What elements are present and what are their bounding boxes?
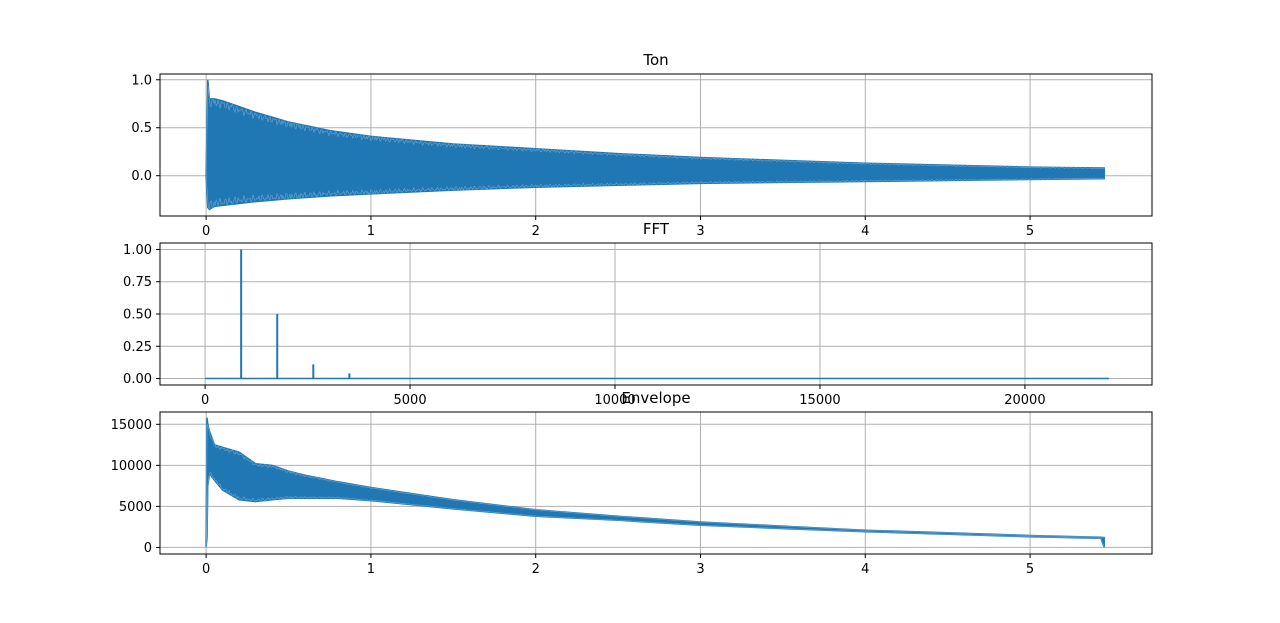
panel-2-xtick-label-4: 20000: [1004, 393, 1045, 408]
panel-3-ytick-label-2: 10000: [111, 459, 152, 474]
panel-2-title: FFT: [643, 220, 670, 238]
panel-3-xtick-label-4: 4: [861, 562, 869, 577]
panel-2-ytick-label-0: 0.00: [123, 372, 152, 387]
panel-3: 0 1 2 3 4 5 0 5000 10000 15000 Envelope: [111, 389, 1153, 577]
panel-1-xtick-label-3: 3: [696, 224, 704, 239]
panel-1-texture-lower: [205, 175, 1105, 209]
panel-2-xtick-label-1: 5000: [394, 393, 427, 408]
panel-2-ytick-label-4: 1.00: [123, 243, 152, 258]
panel-3-frame: [159, 411, 1153, 555]
panel-2-ytick-label-1: 0.25: [123, 340, 152, 355]
panel-1-xtick-label-5: 5: [1026, 224, 1034, 239]
panel-3-ytick-label-0: 0: [144, 541, 152, 556]
panel-1: 0 1 2 3 4 5 0.0 0.5 1.0 Ton: [131, 51, 1153, 239]
panel-1-ytick-label-2: 1.0: [131, 73, 152, 88]
panel-3-ytick-label-1: 5000: [119, 500, 152, 515]
panel-1-xtick-label-0: 0: [202, 224, 210, 239]
panel-1-xtick-label-4: 4: [861, 224, 869, 239]
panel-2-xtick-label-0: 0: [201, 393, 209, 408]
panel-3-series-envelope: [205, 417, 1105, 548]
panel-2-ytick-label-2: 0.50: [123, 308, 152, 323]
panel-2: 0 5000 10000 15000 20000 0.00 0.25 0.50 0.75 1.00…: [123, 220, 1153, 408]
panel-3-xtick-label-1: 1: [367, 562, 375, 577]
panel-2-xtick-label-3: 15000: [799, 393, 840, 408]
panel-1-xtick-label-2: 2: [532, 224, 540, 239]
panel-2-ytick-label-3: 0.75: [123, 275, 152, 290]
panel-1-ytick-label-1: 0.5: [131, 121, 152, 136]
panel-3-xtick-label-5: 5: [1026, 562, 1034, 577]
panel-1-xtick-label-1: 1: [367, 224, 375, 239]
panel-3-xtick-label-3: 3: [696, 562, 704, 577]
panel-1-title: Ton: [642, 51, 668, 69]
panel-1-ytick-label-0: 0.0: [131, 169, 152, 184]
panel-3-xtick-label-0: 0: [202, 562, 210, 577]
panel-1-frame: [159, 73, 1153, 217]
panel-1-series-envelope: [205, 79, 1105, 211]
panel-2-xtick-label-2: 10000: [594, 393, 635, 408]
panel-3-xtick-label-2: 2: [532, 562, 540, 577]
panel-1-texture-upper: [205, 85, 1105, 176]
panel-3-texture-upper: [205, 423, 1105, 540]
panel-3-ytick-label-3: 15000: [111, 418, 152, 433]
panel-3-texture-lower: [205, 471, 1105, 548]
panel-3-title: Envelope: [621, 389, 690, 407]
